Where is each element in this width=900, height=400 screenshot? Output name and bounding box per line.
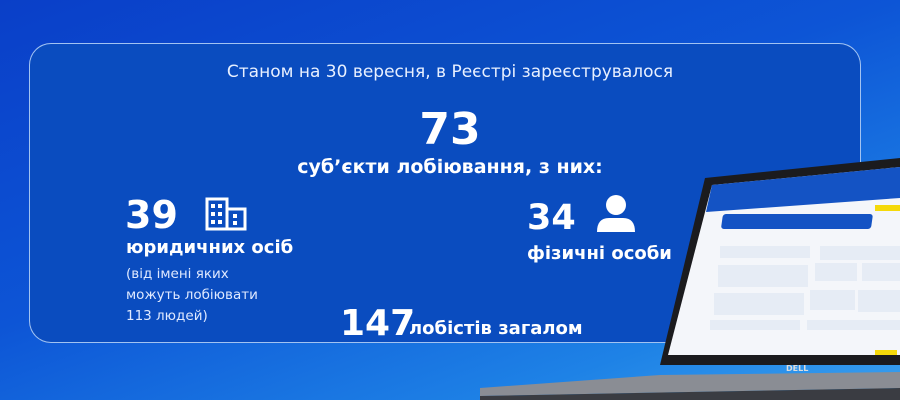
legal-label: юридичних осіб [126, 237, 294, 258]
total-value: 73 [419, 104, 481, 155]
laptop-image: DELL [480, 158, 900, 400]
header-text: Станом на 30 вересня, в Реєстрі зареєстр… [226, 62, 674, 82]
building-icon [205, 197, 247, 231]
lobbyists-label: лобістів загалом [409, 318, 583, 339]
individuals-label: фізичні особи [527, 243, 672, 264]
legal-value: 39 [125, 193, 178, 237]
lobbyists-value: 147 [340, 303, 416, 344]
laptop-brand: DELL [786, 364, 808, 373]
legal-note: (від імені яких можуть лобіювати 113 люд… [126, 266, 258, 324]
person-icon [597, 195, 635, 232]
individuals-value: 34 [527, 198, 576, 238]
total-label: суб’єкти лобіювання, з них: [297, 156, 603, 178]
